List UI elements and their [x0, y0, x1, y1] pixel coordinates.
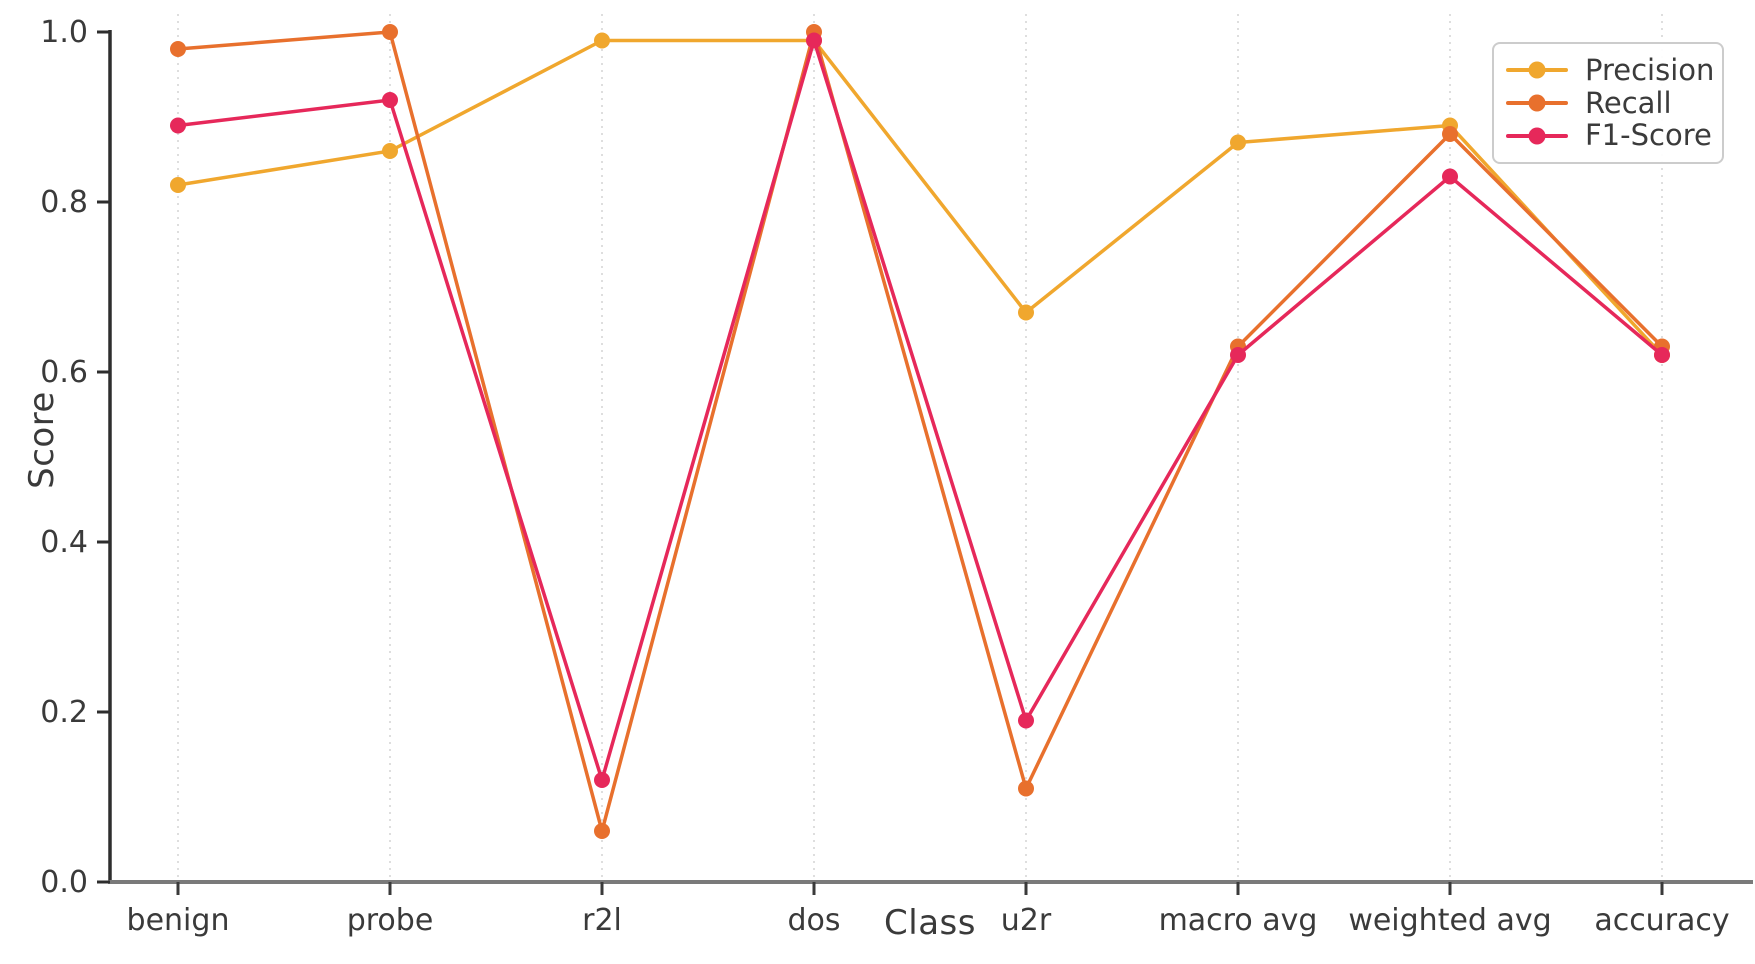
data-point-recall [382, 24, 398, 40]
x-tick-label: dos [787, 903, 840, 938]
legend-dot-icon [1528, 127, 1546, 145]
x-tick-label: accuracy [1594, 903, 1729, 938]
data-point-f1-score [1442, 168, 1458, 185]
legend-label-f1-score: F1-Score [1585, 118, 1712, 153]
data-point-f1-score [1654, 347, 1670, 363]
x-tick-label: benign [127, 903, 230, 938]
data-point-precision [1230, 134, 1246, 151]
series-line-recall [176, 30, 1664, 833]
series-line-precision [176, 38, 1664, 357]
y-tick-label: 1.0 [40, 15, 88, 50]
legend-item-recall: Recall [1506, 87, 1708, 120]
y-tick-label: 0.8 [40, 185, 88, 220]
legend-item-precision: Precision [1506, 54, 1714, 87]
data-point-recall [1018, 780, 1034, 797]
legend-label-precision: Precision [1585, 52, 1715, 87]
data-point-f1-score [594, 772, 610, 788]
data-point-f1-score [1018, 712, 1034, 729]
x-axis-title: Class [884, 903, 976, 943]
x-tick-label: probe [347, 903, 434, 938]
x-tick-label: r2l [582, 903, 622, 938]
legend-label-recall: Recall [1585, 85, 1672, 120]
data-point-precision [594, 32, 610, 49]
data-point-recall [1442, 126, 1458, 142]
legend-marker-f1-score [1506, 127, 1568, 145]
data-point-f1-score [1230, 347, 1246, 363]
legend-dot-icon [1528, 61, 1546, 79]
data-point-recall [594, 823, 610, 839]
data-point-precision [170, 177, 186, 193]
legend-marker-recall [1506, 94, 1568, 112]
legend: Precision Recall F1-Score [1492, 42, 1724, 164]
y-axis-title: Score [22, 391, 62, 489]
legend-marker-precision [1506, 61, 1568, 79]
legend-item-f1-score: F1-Score [1506, 119, 1712, 152]
legend-dot-icon [1528, 94, 1546, 112]
series-line-f1-score [176, 38, 1664, 782]
data-point-recall [170, 41, 186, 57]
y-tick-label: 0.2 [40, 695, 88, 730]
x-tick-label: u2r [1001, 903, 1052, 938]
y-tick-label: 0.4 [40, 525, 88, 560]
data-point-f1-score [382, 92, 398, 108]
data-point-precision [382, 143, 398, 159]
x-tick-label: weighted avg [1348, 903, 1551, 938]
y-tick-label: 0.0 [40, 865, 88, 900]
x-tick-label: macro avg [1159, 903, 1318, 938]
data-point-f1-score [806, 32, 822, 49]
y-tick-label: 0.6 [40, 355, 88, 390]
data-point-f1-score [170, 117, 186, 134]
data-point-precision [1018, 304, 1034, 321]
